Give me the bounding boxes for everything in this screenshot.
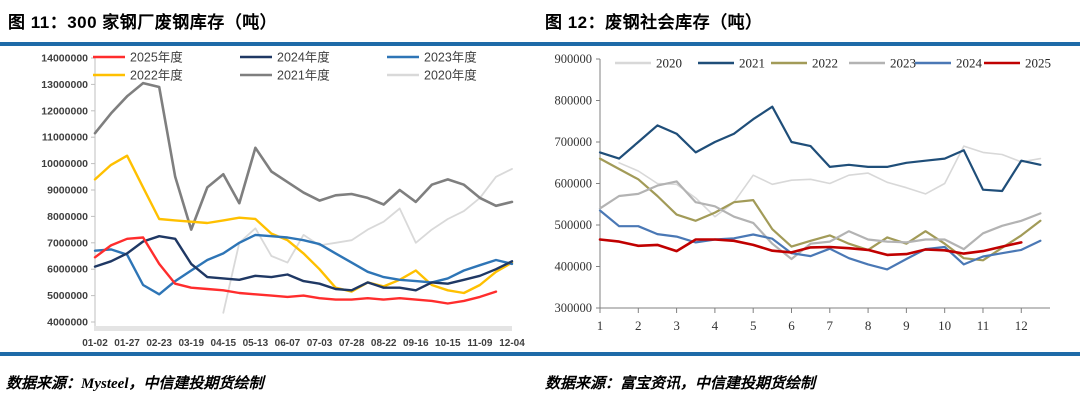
svg-text:2025: 2025 [1025, 56, 1051, 71]
svg-text:9: 9 [903, 318, 910, 333]
svg-text:400000: 400000 [555, 260, 593, 274]
svg-text:2023: 2023 [890, 56, 916, 71]
svg-text:11: 11 [977, 318, 990, 333]
svg-text:500000: 500000 [555, 218, 593, 232]
svg-text:900000: 900000 [555, 52, 593, 66]
svg-text:7: 7 [827, 318, 834, 333]
svg-text:2022年度: 2022年度 [130, 68, 183, 83]
svg-text:2023年度: 2023年度 [424, 50, 477, 65]
svg-text:4: 4 [712, 318, 719, 333]
svg-text:5000000: 5000000 [47, 290, 88, 302]
svg-text:4000000: 4000000 [47, 317, 88, 329]
figure-12-title: 图 12：废钢社会库存（吨） [545, 13, 763, 32]
svg-text:800000: 800000 [555, 94, 593, 108]
scrap-social-inventory-chart: 300000 400000 500000 600000 700000 800000 9000… [555, 52, 1052, 333]
svg-text:2021年度: 2021年度 [277, 68, 330, 83]
svg-text:2021: 2021 [739, 56, 765, 71]
svg-text:6000000: 6000000 [47, 264, 88, 276]
svg-text:11000000: 11000000 [42, 132, 88, 144]
svg-text:2025年度: 2025年度 [130, 50, 183, 65]
svg-text:14000000: 14000000 [41, 53, 88, 65]
svg-text:12: 12 [1015, 318, 1028, 333]
svg-text:9000000: 9000000 [47, 185, 88, 197]
svg-text:06-07: 06-07 [275, 338, 301, 349]
svg-text:7000000: 7000000 [47, 237, 88, 249]
svg-text:3: 3 [673, 318, 680, 333]
svg-text:05-13: 05-13 [243, 338, 269, 349]
source-note-right: 数据来源：富宝资讯，中信建投期货绘制 [545, 376, 816, 392]
svg-text:1: 1 [597, 318, 604, 333]
svg-text:8: 8 [865, 318, 872, 333]
svg-text:12000000: 12000000 [41, 105, 88, 117]
svg-text:02-23: 02-23 [146, 338, 172, 349]
svg-text:12-04: 12-04 [499, 338, 525, 349]
svg-text:10: 10 [938, 318, 951, 333]
svg-text:10000000: 10000000 [41, 158, 88, 170]
svg-text:2: 2 [635, 318, 642, 333]
svg-text:01-02: 01-02 [82, 338, 108, 349]
steel-mill-inventory-chart: 4000000 5000000 6000000 7000000 8000000 90000… [41, 50, 525, 349]
svg-text:700000: 700000 [555, 135, 593, 149]
svg-text:13000000: 13000000 [41, 79, 88, 91]
svg-text:6: 6 [788, 318, 795, 333]
svg-text:08-22: 08-22 [371, 338, 397, 349]
svg-text:07-28: 07-28 [339, 338, 365, 349]
svg-text:2024年度: 2024年度 [277, 50, 330, 65]
top-divider-rule [0, 42, 1080, 46]
svg-text:11-09: 11-09 [467, 338, 492, 349]
svg-text:2022: 2022 [812, 56, 838, 71]
svg-text:10-15: 10-15 [435, 338, 461, 349]
bottom-divider-rule [0, 352, 1080, 356]
svg-text:300000: 300000 [555, 301, 593, 315]
svg-text:600000: 600000 [555, 177, 593, 191]
svg-text:2020: 2020 [656, 56, 682, 71]
svg-text:01-27: 01-27 [114, 338, 140, 349]
figure-11-title: 图 11：300 家钢厂废钢库存（吨） [8, 13, 278, 32]
svg-text:2020年度: 2020年度 [424, 68, 477, 83]
svg-text:09-16: 09-16 [403, 338, 429, 349]
svg-text:5: 5 [750, 318, 757, 333]
svg-text:8000000: 8000000 [47, 211, 88, 223]
source-note-left: 数据来源：Mysteel，中信建投期货绘制 [6, 376, 264, 392]
svg-text:07-03: 07-03 [307, 338, 333, 349]
svg-text:03-19: 03-19 [178, 338, 204, 349]
svg-text:2024: 2024 [956, 56, 983, 71]
svg-text:04-15: 04-15 [211, 338, 237, 349]
